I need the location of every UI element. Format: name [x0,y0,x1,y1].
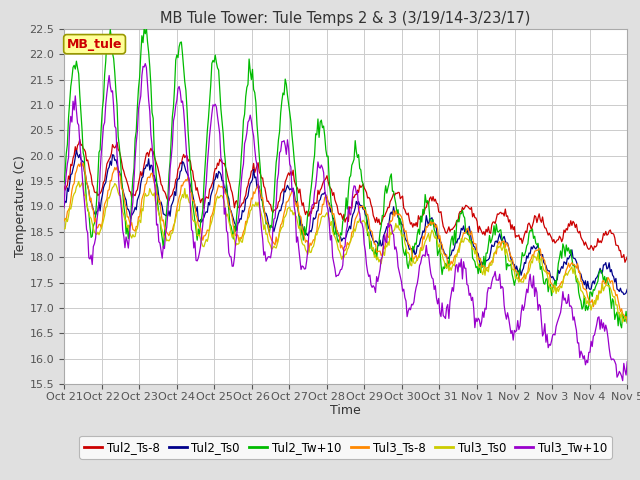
Tul2_Tw+10 [60,181,68,187]
Y-axis label: Temperature (C): Temperature (C) [13,156,27,257]
Tul2_Ts0 [620,292,628,298]
Tul3_Tw+10 [329,254,337,260]
Tul3_Ts-8 [332,223,340,229]
Tul2_Ts-8 [329,192,337,198]
Tul3_Ts-8 [77,160,84,166]
Tul3_Ts-8 [397,212,404,218]
Tul3_Tw+10 [397,274,404,280]
Tul2_Ts-8 [366,196,374,202]
Tul2_Tw+10 [623,320,631,326]
Tul3_Ts0 [329,228,337,234]
Tul3_Tw+10 [60,205,68,211]
Tul2_Ts-8 [611,235,619,241]
Line: Tul3_Ts-8: Tul3_Ts-8 [64,163,627,322]
Tul2_Ts0 [329,216,337,221]
Tul2_Ts0 [366,227,374,233]
Line: Tul2_Ts0: Tul2_Ts0 [64,150,627,295]
Tul3_Ts0 [60,226,68,232]
Tul2_Ts0 [523,253,531,259]
Tul2_Ts0 [332,229,340,235]
Tul2_Ts-8 [397,196,404,202]
Tul3_Ts0 [366,236,374,242]
Tul3_Ts0 [619,319,627,325]
Tul3_Ts0 [75,179,83,184]
Tul2_Ts-8 [621,259,628,265]
Tul3_Ts0 [611,294,619,300]
Tul3_Tw+10 [623,359,631,365]
Tul2_Ts0 [611,279,619,285]
Tul2_Tw+10 [329,213,337,219]
Tul2_Tw+10 [332,224,340,230]
Tul3_Tw+10 [611,359,619,364]
Line: Tul2_Tw+10: Tul2_Tw+10 [64,28,627,328]
Tul2_Ts0 [623,287,631,292]
Tul2_Tw+10 [523,243,531,249]
Tul3_Tw+10 [366,272,374,278]
X-axis label: Time: Time [330,405,361,418]
Tul3_Tw+10 [141,61,149,67]
Tul3_Ts-8 [366,227,374,233]
Tul2_Ts0 [397,217,404,223]
Line: Tul2_Ts-8: Tul2_Ts-8 [64,139,627,262]
Tul2_Ts-8 [623,254,631,260]
Text: MB_tule: MB_tule [67,37,122,51]
Tul3_Ts0 [623,315,631,321]
Tul2_Tw+10 [397,216,404,222]
Line: Tul3_Ts0: Tul3_Ts0 [64,181,627,322]
Tul2_Tw+10 [143,25,150,31]
Tul3_Ts0 [332,237,340,243]
Tul2_Ts-8 [76,136,84,142]
Tul2_Tw+10 [611,316,619,322]
Tul2_Ts-8 [332,200,340,206]
Tul3_Ts-8 [60,218,68,224]
Tul3_Ts-8 [623,319,631,325]
Tul2_Ts-8 [60,183,68,189]
Tul3_Tw+10 [332,274,340,280]
Line: Tul3_Tw+10: Tul3_Tw+10 [64,64,627,381]
Tul3_Ts-8 [611,288,619,293]
Tul3_Ts0 [397,228,404,233]
Legend: Tul2_Ts-8, Tul2_Ts0, Tul2_Tw+10, Tul3_Ts-8, Tul3_Ts0, Tul3_Tw+10: Tul2_Ts-8, Tul2_Ts0, Tul2_Tw+10, Tul3_Ts… [79,436,612,458]
Tul2_Tw+10 [618,325,625,331]
Tul3_Ts-8 [523,271,531,276]
Tul2_Ts-8 [523,230,531,236]
Tul3_Ts0 [523,271,531,277]
Title: MB Tule Tower: Tule Temps 2 & 3 (3/19/14-3/23/17): MB Tule Tower: Tule Temps 2 & 3 (3/19/14… [161,11,531,26]
Tul2_Ts0 [60,203,68,208]
Tul2_Ts0 [72,147,80,153]
Tul3_Tw+10 [523,286,531,292]
Tul3_Tw+10 [619,378,627,384]
Tul3_Ts-8 [329,212,337,217]
Tul2_Tw+10 [366,246,374,252]
